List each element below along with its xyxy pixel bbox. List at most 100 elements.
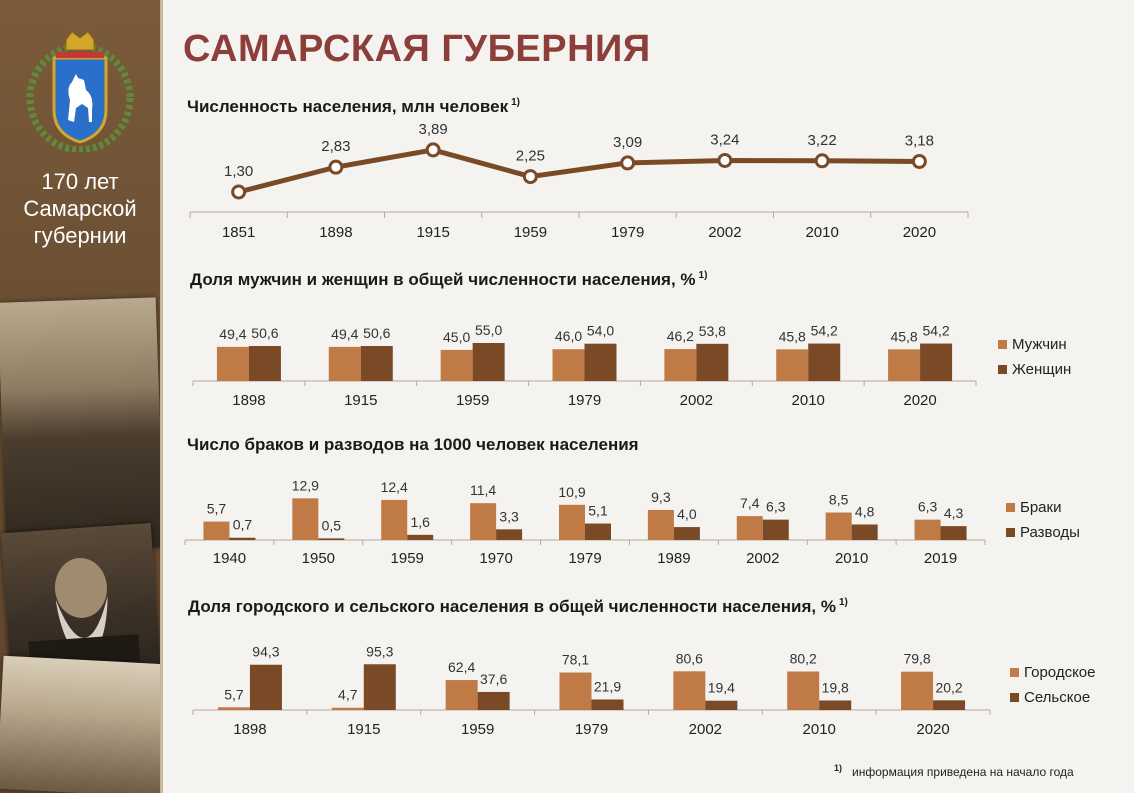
x-tick-label: 1979: [568, 392, 601, 409]
x-tick-label: 2020: [916, 721, 949, 738]
x-tick-label: 1970: [479, 550, 512, 567]
bar: [591, 699, 624, 710]
data-label: 94,3: [252, 644, 279, 660]
legend-swatch: [1006, 528, 1015, 537]
chart-title-marriages: Число браков и разводов на 1000 человек …: [187, 435, 639, 455]
x-tick-label: 2010: [805, 224, 838, 241]
data-label: 7,4: [740, 495, 760, 511]
data-point: [328, 159, 344, 175]
data-label: 5,7: [207, 501, 227, 517]
bar: [229, 537, 256, 540]
bar: [217, 707, 250, 710]
legend-swatch: [998, 340, 1007, 349]
data-label: 0,7: [233, 517, 253, 533]
bar: [360, 346, 393, 381]
chart-title-urban-rural: Доля городского и сельского населения в …: [188, 597, 848, 617]
x-tick-label: 1950: [302, 550, 335, 567]
data-label: 2,83: [321, 138, 350, 155]
bar: [407, 534, 434, 540]
data-label: 78,1: [562, 652, 589, 668]
bar: [647, 509, 674, 540]
x-tick-label: 1851: [222, 224, 255, 241]
data-label: 49,4: [331, 326, 358, 342]
bar: [673, 527, 700, 540]
chart-title-text: Численность населения, млн человек: [187, 97, 509, 116]
x-tick-label: 1989: [657, 550, 690, 567]
bar: [762, 519, 789, 540]
x-tick-label: 1959: [391, 550, 424, 567]
x-tick-label: 2019: [924, 550, 957, 567]
data-label: 3,3: [499, 508, 519, 524]
data-label: 45,8: [779, 328, 806, 344]
data-label: 3,09: [613, 134, 642, 151]
data-label: 12,4: [381, 479, 408, 495]
data-label: 50,6: [251, 325, 278, 341]
x-tick-label: 2020: [903, 224, 936, 241]
chart-title-population: Численность населения, млн человек 1): [187, 97, 520, 117]
bar: [477, 691, 510, 710]
data-point: [231, 184, 247, 200]
data-label: 4,3: [944, 505, 964, 521]
x-tick-label: 1915: [416, 224, 449, 241]
data-label: 21,9: [594, 678, 621, 694]
bar: [249, 664, 282, 710]
bar: [940, 526, 967, 540]
data-label: 45,0: [443, 329, 470, 345]
bar: [825, 512, 852, 540]
x-tick-label: 2002: [746, 550, 779, 567]
data-label: 1,30: [224, 163, 253, 180]
data-label: 5,1: [588, 503, 608, 519]
x-tick-label: 1898: [319, 224, 352, 241]
x-tick-label: 1979: [568, 550, 601, 567]
data-label: 9,3: [651, 489, 671, 505]
legend-item: Женщин: [998, 357, 1071, 382]
chart-title-gender: Доля мужчин и женщин в общей численности…: [190, 270, 707, 290]
page-title: САМАРСКАЯ ГУБЕРНИЯ: [183, 28, 651, 70]
data-point: [717, 152, 733, 168]
chart-title-text: Число браков и разводов на 1000 человек …: [187, 435, 639, 454]
data-label: 20,2: [935, 679, 962, 695]
footnote-text: информация приведена на начало года: [852, 765, 1074, 779]
x-tick-label: 1979: [611, 224, 644, 241]
footnote: 1) информация приведена на начало года: [834, 763, 1074, 779]
x-tick-label: 1959: [456, 392, 489, 409]
legend-label: Разводы: [1020, 524, 1080, 541]
data-label: 3,18: [905, 132, 934, 149]
sidebar-title-line: Самарской: [23, 196, 137, 221]
data-label: 79,8: [903, 651, 930, 667]
chart-title-note: 1): [511, 97, 521, 109]
data-label: 4,7: [338, 687, 358, 703]
bar: [664, 349, 697, 381]
data-label: 4,0: [677, 506, 697, 522]
bar: [673, 671, 706, 710]
x-tick-label: 2020: [903, 392, 936, 409]
legend-item: Браки: [1006, 495, 1080, 520]
bar: [559, 504, 585, 540]
bar: [705, 700, 738, 710]
bar: [933, 700, 966, 710]
bar: [216, 346, 249, 381]
x-tick-label: 2010: [835, 550, 868, 567]
data-label: 53,8: [699, 323, 726, 339]
bar: [203, 521, 230, 540]
legend-swatch: [998, 365, 1007, 374]
legend-swatch: [1006, 503, 1015, 512]
x-tick-label: 2010: [792, 392, 825, 409]
data-point: [911, 153, 927, 169]
bar: [559, 672, 592, 710]
x-tick-label: 1915: [347, 721, 380, 738]
bar: [363, 664, 396, 710]
data-label: 2,25: [516, 148, 545, 165]
legend-label: Браки: [1020, 499, 1062, 516]
data-point: [425, 142, 441, 158]
x-tick-label: 1959: [514, 224, 547, 241]
bar: [496, 529, 523, 540]
bar: [318, 538, 345, 540]
data-label: 5,7: [224, 686, 244, 702]
bar: [808, 343, 841, 381]
bar: [248, 346, 281, 381]
legend-swatch: [1010, 693, 1019, 702]
chart-title-text: Доля городского и сельского населения в …: [188, 597, 836, 616]
bar: [819, 700, 852, 710]
